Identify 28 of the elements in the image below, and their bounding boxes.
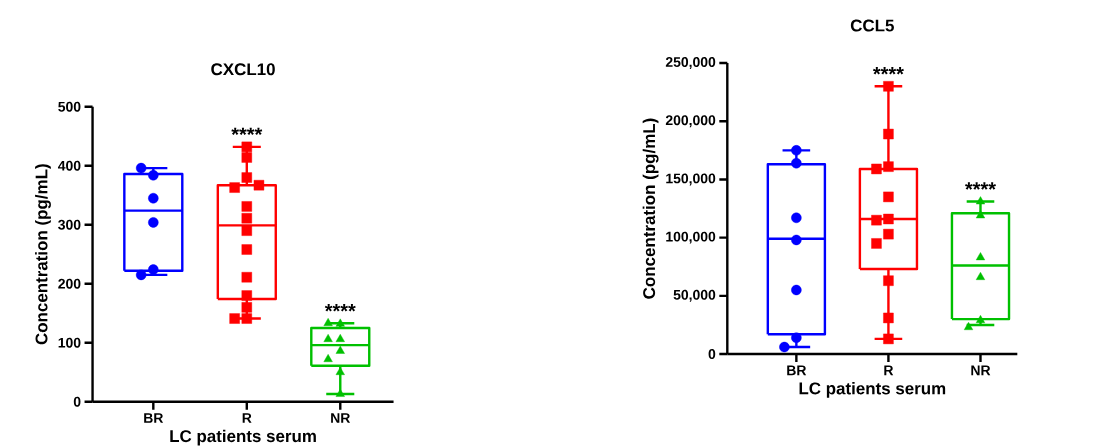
x-tick-label: R — [242, 413, 252, 423]
annotation: **** — [324, 304, 356, 312]
x-tick-label: BR — [144, 413, 164, 423]
y-tick-label: 100,000 — [666, 231, 716, 244]
x-axis-title: LC patients serum — [799, 381, 946, 398]
chart-title: CCL5 — [850, 19, 894, 32]
x-tick-label: NR — [971, 365, 991, 376]
y-tick-label: 0 — [708, 349, 716, 359]
annotation: **** — [231, 127, 263, 136]
y-tick-label: 250,000 — [665, 57, 716, 69]
y-tick-label: 400 — [57, 160, 81, 171]
chart-title: CXCL10 — [211, 63, 275, 76]
y-axis-title: Concentration (pg/mL) — [35, 164, 51, 345]
annotation: **** — [965, 182, 996, 190]
y-tick-label: 200 — [58, 278, 81, 289]
x-axis-title: LC patients serum — [170, 429, 316, 446]
x-tick-label: R — [884, 365, 894, 376]
y-tick-label: 300 — [58, 219, 81, 230]
y-tick-label: 100 — [58, 337, 81, 348]
x-tick-label: BR — [787, 365, 807, 376]
y-tick-label: 50,000 — [673, 289, 716, 302]
x-tick-label: NR — [331, 413, 351, 423]
y-tick-label: 200,000 — [665, 115, 716, 128]
y-tick-label: 150,000 — [666, 173, 716, 186]
y-tick-label: 0 — [73, 396, 81, 407]
y-tick-label: 500 — [58, 101, 81, 112]
y-axis-title: Concentration (pg/mL) — [642, 118, 659, 299]
annotation: **** — [872, 67, 904, 75]
